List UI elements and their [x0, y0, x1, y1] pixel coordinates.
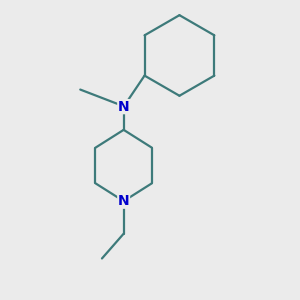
Text: N: N	[118, 100, 130, 114]
Text: N: N	[118, 194, 130, 208]
